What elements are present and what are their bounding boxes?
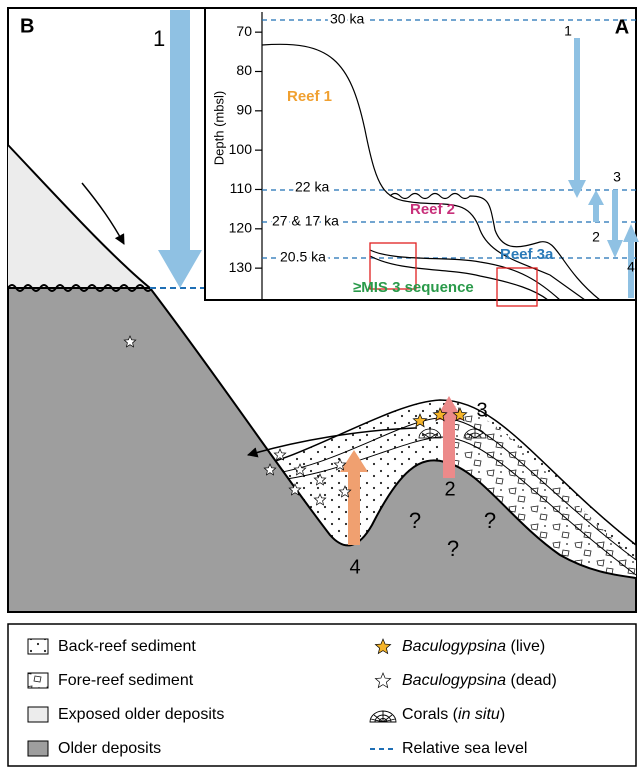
question-mark: ?	[409, 508, 421, 533]
reef-label: ≥MIS 3 sequence	[353, 279, 474, 296]
legend-label: Relative sea level	[402, 740, 527, 757]
arrow-label: 2	[592, 229, 600, 245]
y-tick-label: 100	[229, 141, 253, 157]
panel-a: A Depth (mbsl) 30 ka 22 ka 27 & 17 ka 20…	[205, 8, 639, 306]
legend-text: Older deposits	[58, 740, 161, 757]
legend-icon	[28, 707, 48, 722]
panel-label: B	[20, 15, 34, 37]
inset-frame	[205, 8, 636, 300]
legend-label: Back-reef sediment	[58, 638, 196, 655]
arrow-label: 1	[564, 23, 572, 39]
question-mark: ?	[484, 508, 496, 533]
reef-label: Reef 2	[410, 201, 455, 218]
reef-label: Reef 3a	[500, 246, 554, 263]
legend-text: Exposed older deposits	[58, 706, 224, 723]
age-label: 20.5 ka	[280, 249, 326, 265]
y-tick-label: 120	[229, 220, 253, 236]
legend-icon	[28, 741, 48, 756]
age-label: 30 ka	[330, 11, 364, 27]
arrow-label: 3	[476, 399, 487, 421]
legend: Back-reef sediment Fore-reef sediment Ex…	[8, 624, 636, 766]
legend-icon	[28, 639, 48, 654]
legend-label: Baculogypsina (dead)	[402, 672, 557, 689]
arrow-label: 4	[627, 259, 635, 275]
arrow-label: 1	[153, 26, 165, 51]
legend-icon	[28, 673, 48, 688]
legend-text: (live)	[506, 638, 545, 655]
legend-text: Fore-reef sediment	[58, 672, 194, 689]
question-mark: ?	[447, 536, 459, 561]
legend-label: Fore-reef sediment	[58, 672, 194, 689]
legend-text: in situ	[458, 706, 500, 723]
arrow-label: 4	[349, 556, 360, 578]
y-tick-label: 130	[229, 259, 253, 275]
y-tick-label: 90	[236, 102, 252, 118]
y-tick-label: 80	[236, 62, 252, 78]
legend-label: Exposed older deposits	[58, 706, 224, 723]
legend-text: (dead)	[506, 672, 557, 689]
legend-text: Corals (	[402, 706, 459, 723]
legend-text: Back-reef sediment	[58, 638, 196, 655]
legend-text: Baculogypsina	[402, 638, 506, 655]
y-axis-label: Depth (mbsl)	[211, 91, 226, 165]
legend-label: Corals (in situ)	[402, 706, 505, 723]
legend-label: Older deposits	[58, 740, 161, 757]
panel-label: A	[615, 16, 629, 38]
legend-label: Baculogypsina (live)	[402, 638, 545, 655]
arrow-label: 3	[613, 169, 621, 185]
y-tick-label: 110	[230, 180, 253, 196]
reef-label: Reef 1	[287, 88, 332, 105]
arrow-label: 2	[444, 478, 455, 500]
age-label: 27 & 17 ka	[272, 213, 339, 229]
legend-text: Baculogypsina	[402, 672, 506, 689]
age-label: 22 ka	[295, 179, 329, 195]
legend-text: )	[500, 706, 505, 723]
y-tick-label: 70	[236, 23, 252, 39]
legend-text: Relative sea level	[402, 740, 527, 757]
figure: B 1 2 3 4 ? ? ? A De	[0, 0, 644, 769]
